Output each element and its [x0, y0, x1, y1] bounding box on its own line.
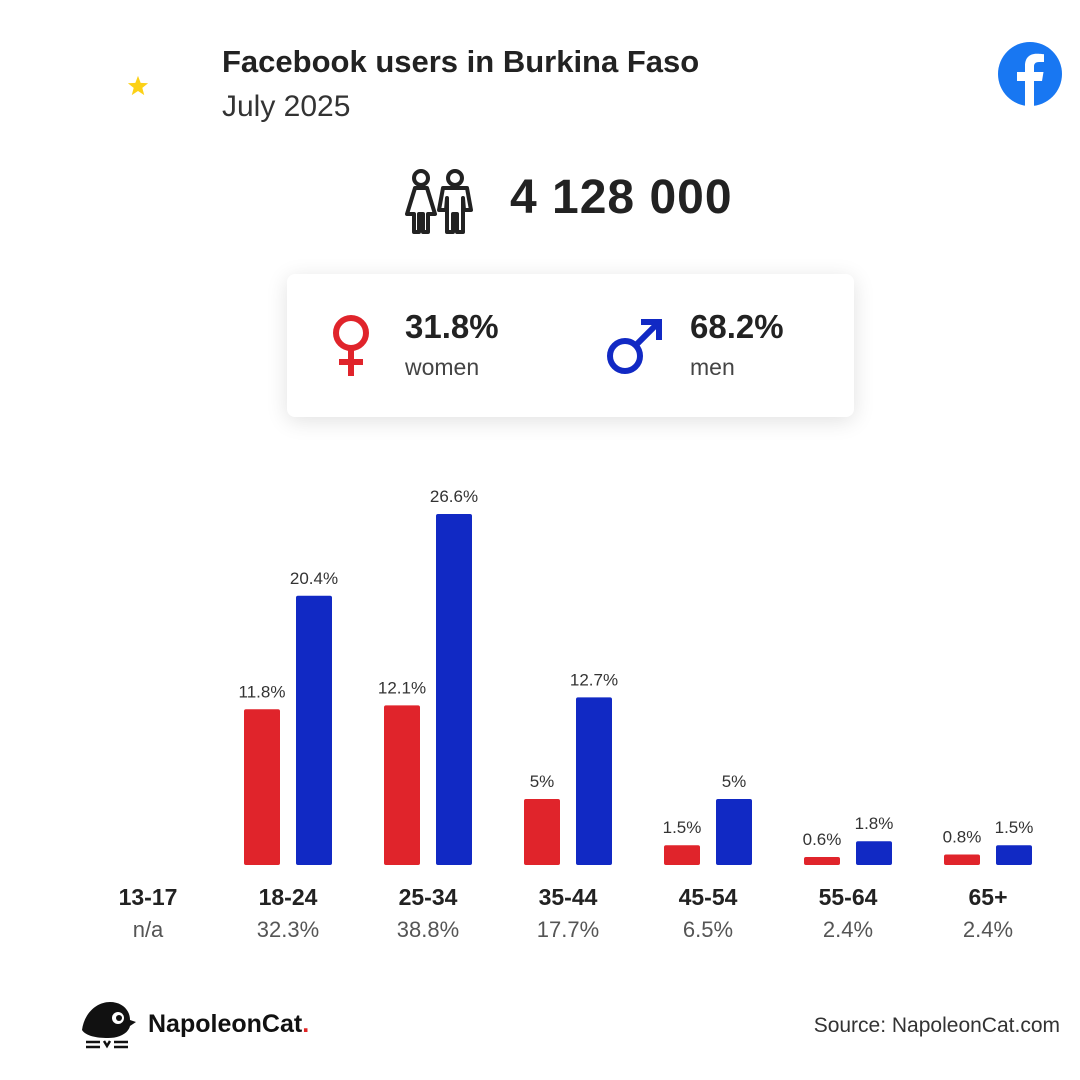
bar-women-65+ — [944, 854, 980, 865]
age-group-total: 2.4% — [822, 917, 874, 942]
total-users-value: 4 128 000 — [510, 171, 733, 224]
facebook-logo-icon — [998, 42, 1062, 106]
page-title: Facebook users in Burkina Faso — [222, 44, 700, 79]
women-percentage: 31.8% — [405, 308, 499, 345]
bar-value-label: 0.6% — [803, 830, 842, 849]
men-percentage: 68.2% — [690, 308, 784, 345]
source-credit: Source: NapoleonCat.com — [813, 1014, 1060, 1037]
bar-value-label: 12.1% — [378, 678, 426, 697]
bar-men-18-24 — [296, 595, 332, 865]
brand-dot: . — [302, 1010, 310, 1038]
bar-value-label: 11.8% — [239, 682, 286, 701]
female-icon — [333, 315, 369, 376]
age-group-label: 35-44 — [538, 884, 598, 910]
bar-women-25-34 — [384, 705, 420, 865]
men-label: men — [690, 354, 735, 380]
bar-men-65+ — [996, 845, 1032, 865]
burkina-faso-flag — [80, 47, 196, 126]
bar-value-label: 5% — [722, 772, 747, 791]
flag-star-icon — [127, 75, 149, 96]
bar-value-label: 1.5% — [995, 818, 1034, 837]
age-group-label: 25-34 — [398, 884, 458, 910]
bar-men-45-54 — [716, 799, 752, 865]
age-group-total: 6.5% — [682, 917, 734, 942]
age-group-total: 17.7% — [536, 917, 600, 942]
age-group-label: 55-64 — [818, 884, 878, 910]
bar-value-label: 20.4% — [290, 569, 338, 588]
bar-women-55-64 — [804, 857, 840, 865]
bar-women-18-24 — [244, 709, 280, 865]
brand-name: NapoleonCat — [148, 1010, 303, 1038]
age-gender-bar-chart: 11.8% 20.4% 12.1% 26.6% 5% 12.7% 1.5% 5% 0.6% 1.8… — [239, 487, 1034, 865]
bar-men-35-44 — [576, 697, 612, 865]
male-icon — [607, 319, 662, 374]
age-group-label: 65+ — [968, 884, 1008, 910]
bar-women-45-54 — [664, 845, 700, 865]
women-label: women — [405, 354, 480, 380]
age-group-label: 18-24 — [258, 884, 318, 910]
bar-men-55-64 — [856, 841, 892, 865]
gender-split-card: 31.8% women 68.2% men — [287, 274, 854, 417]
bar-value-label: 26.6% — [430, 487, 478, 506]
age-group-total: 32.3% — [256, 917, 320, 942]
bar-value-label: 1.8% — [855, 814, 894, 833]
napoleoncat-logo-icon — [82, 1002, 136, 1049]
users-icon — [405, 169, 473, 234]
bar-women-35-44 — [524, 799, 560, 865]
bar-value-label: 12.7% — [570, 670, 618, 689]
page-subtitle: July 2025 — [222, 90, 351, 123]
bar-value-label: 0.8% — [943, 827, 982, 846]
age-group-total: 38.8% — [396, 917, 460, 942]
age-group-label: 45-54 — [678, 884, 738, 910]
age-group-total: n/a — [132, 917, 164, 942]
napoleoncat-brand: NapoleonCat. — [148, 1010, 309, 1039]
age-group-total: 2.4% — [962, 917, 1014, 942]
bar-value-label: 5% — [530, 772, 555, 791]
bar-value-label: 1.5% — [663, 818, 702, 837]
age-group-label: 13-17 — [118, 884, 178, 910]
bar-men-25-34 — [436, 514, 472, 865]
